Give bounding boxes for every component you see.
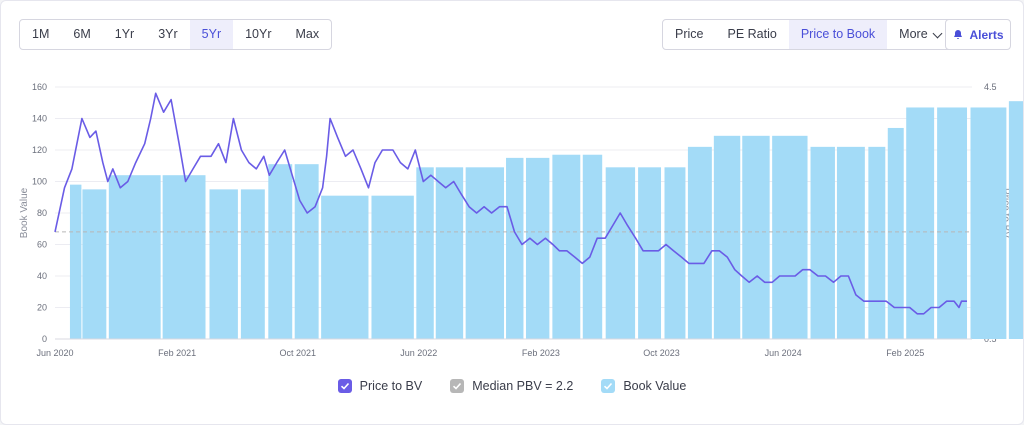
x-tick-label: Feb 2021 <box>158 348 196 358</box>
book-value-bar <box>209 189 238 339</box>
legend-label: Book Value <box>623 379 687 393</box>
book-value-bar <box>240 189 265 339</box>
legend-label: Median PBV = 2.2 <box>472 379 574 393</box>
book-value-bar <box>868 146 886 339</box>
book-value-bar <box>742 135 770 339</box>
checkbox-checked-icon <box>337 379 352 393</box>
legend-label: Price to BV <box>359 379 423 393</box>
book-value-bar <box>836 146 865 339</box>
range-6m-button[interactable]: 6M <box>73 27 91 41</box>
price-to-book-chart: 0204060801001201401600.51.01.52.02.53.03… <box>19 82 1023 358</box>
book-value-bar <box>268 164 293 339</box>
book-value-bar <box>506 157 524 339</box>
book-value-bar <box>582 154 603 339</box>
y-left-axis-title: Book Value <box>19 187 30 238</box>
metric-selector: Price PE Ratio Price to Book More <box>662 19 954 50</box>
checkbox-checked-icon <box>601 379 616 393</box>
book-value-bar <box>82 189 107 339</box>
x-tick-label: Jun 2020 <box>36 348 73 358</box>
more-label: More <box>899 27 928 41</box>
time-range-selector: 1M 6M 1Yr 3Yr 5Yr 10Yr Max <box>19 19 333 50</box>
book-value-bar <box>435 167 464 339</box>
book-value-bar <box>906 107 935 339</box>
y-left-tick-label: 0 <box>42 334 47 344</box>
range-max-button[interactable]: Max <box>295 27 320 41</box>
book-value-bar <box>321 195 369 339</box>
y-left-tick-label: 20 <box>37 303 47 313</box>
book-value-bar <box>687 146 712 339</box>
legend-median-pbv[interactable]: Median PBV = 2.2 <box>450 379 573 393</box>
y-left-tick-label: 120 <box>32 145 47 155</box>
book-value-bar <box>108 175 161 339</box>
y-left-tick-label: 40 <box>37 271 47 281</box>
legend-book-value[interactable]: Book Value <box>601 379 686 393</box>
alerts-label: Alerts <box>969 27 1004 42</box>
book-value-bar <box>162 175 206 339</box>
book-value-bar <box>664 167 686 339</box>
x-tick-label: Feb 2023 <box>522 348 560 358</box>
y-left-tick-label: 100 <box>32 177 47 187</box>
book-value-bar <box>937 107 968 339</box>
book-value-bar <box>605 167 636 339</box>
price-to-bv-line <box>54 92 967 315</box>
y-left-tick-label: 80 <box>37 208 47 218</box>
book-value-bar <box>552 154 581 339</box>
more-dropdown-button[interactable]: More <box>887 20 952 49</box>
alerts-button[interactable]: Alerts <box>945 19 1011 50</box>
legend-price-to-bv[interactable]: Price to BV <box>337 379 423 393</box>
x-tick-label: Oct 2021 <box>279 348 316 358</box>
y-left-tick-label: 160 <box>32 82 47 92</box>
book-value-bar <box>638 167 662 339</box>
x-tick-label: Jun 2022 <box>400 348 437 358</box>
checkbox-checked-icon <box>450 379 465 393</box>
y-right-tick-label: 4.5 <box>984 82 997 92</box>
book-value-bar <box>810 146 835 339</box>
x-tick-label: Oct 2023 <box>643 348 680 358</box>
x-tick-label: Feb 2025 <box>886 348 924 358</box>
range-1m-button[interactable]: 1M <box>32 27 50 41</box>
x-tick-label: Jun 2024 <box>765 348 802 358</box>
metric-price-button[interactable]: Price <box>675 27 704 41</box>
metric-price-to-book-button[interactable]: Price to Book <box>788 20 888 49</box>
y-left-tick-label: 60 <box>37 240 47 250</box>
book-value-bar <box>69 184 82 339</box>
y-left-tick-label: 140 <box>32 114 47 124</box>
book-value-bar <box>294 164 319 339</box>
bell-icon <box>954 29 963 39</box>
book-value-bar <box>525 157 550 339</box>
range-5yr-button[interactable]: 5Yr <box>189 20 234 49</box>
range-10yr-button[interactable]: 10Yr <box>245 27 272 41</box>
book-value-bar <box>970 107 1007 339</box>
book-value-bar <box>371 195 414 339</box>
chart-legend: Price to BV Median PBV = 2.2 Book Value <box>1 379 1023 393</box>
range-3yr-button[interactable]: 3Yr <box>158 27 178 41</box>
book-value-bar <box>465 167 505 339</box>
book-value-bar <box>416 167 434 339</box>
metric-pe-ratio-button[interactable]: PE Ratio <box>727 27 777 41</box>
book-value-bar <box>713 135 741 339</box>
book-value-bar <box>1008 101 1023 339</box>
range-1yr-button[interactable]: 1Yr <box>114 27 135 41</box>
book-value-bar <box>887 127 904 339</box>
book-value-bar <box>772 135 808 339</box>
